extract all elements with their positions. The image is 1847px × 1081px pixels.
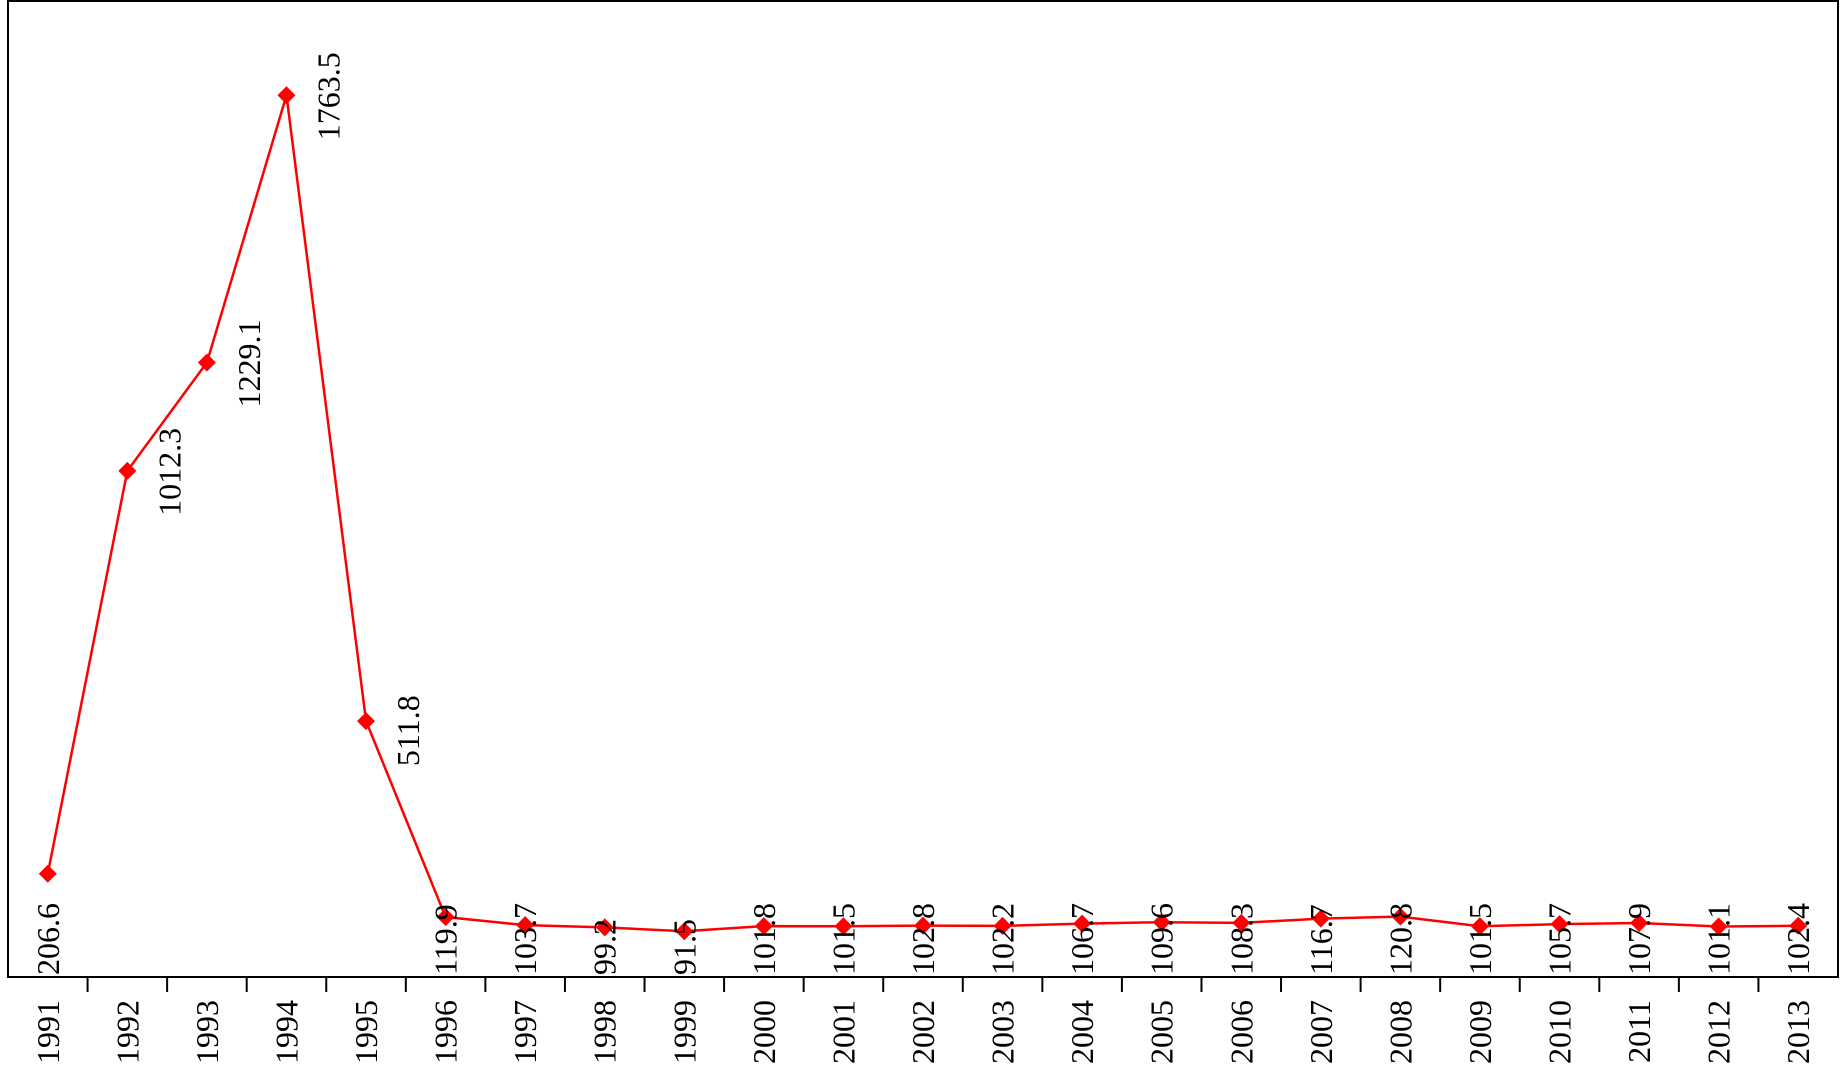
data-labels: 206.6 1012.3 1229.1 1763.5 511.8 119.9 103.7 99… — [30, 52, 1816, 975]
x-tick-label-2011: 2011 — [1621, 1000, 1657, 1063]
data-point-2013 — [1789, 916, 1808, 935]
data-label-2004: 106.7 — [1064, 903, 1100, 975]
data-series — [38, 86, 1808, 941]
data-point-1995 — [357, 712, 376, 731]
data-label-2000: 101.8 — [746, 903, 782, 975]
x-tick-label-1996: 1996 — [428, 1000, 464, 1064]
data-point-2001 — [834, 917, 853, 936]
data-label-2003: 102.2 — [985, 903, 1021, 975]
data-point-2011 — [1630, 914, 1649, 933]
data-label-1992: 1012.3 — [151, 428, 187, 516]
x-tick-label-2005: 2005 — [1144, 1000, 1180, 1064]
x-tick-label-1998: 1998 — [587, 1000, 623, 1064]
data-label-2006: 108.3 — [1223, 903, 1259, 975]
data-point-2007 — [1311, 909, 1330, 928]
x-tick-label-2009: 2009 — [1462, 1000, 1498, 1064]
data-point-1991 — [38, 864, 57, 883]
data-point-1994 — [277, 86, 296, 105]
data-label-1997: 103.7 — [507, 903, 543, 975]
data-point-1996 — [436, 908, 455, 927]
data-label-2008: 120.8 — [1382, 903, 1418, 975]
data-point-2006 — [1232, 913, 1251, 932]
data-label-1995: 511.8 — [390, 695, 426, 766]
x-tick-label-1992: 1992 — [109, 1000, 145, 1064]
data-label-2010: 105.7 — [1542, 903, 1578, 975]
data-point-1999 — [675, 922, 694, 941]
data-label-1993: 1229.1 — [231, 319, 267, 407]
x-tick-label-2002: 2002 — [905, 1000, 941, 1064]
data-point-2009 — [1470, 917, 1489, 936]
data-point-1997 — [516, 916, 535, 935]
data-point-1992 — [118, 461, 137, 480]
data-label-1998: 99.2 — [587, 919, 623, 975]
data-point-2010 — [1550, 915, 1569, 934]
x-tick-labels: 1991 1992 1993 1994 1995 1996 1997 1998 1999 2000… — [30, 1000, 1816, 1064]
x-tick-label-1995: 1995 — [348, 1000, 384, 1064]
data-label-1996: 119.9 — [428, 904, 464, 975]
x-tick-label-1997: 1997 — [507, 1000, 543, 1064]
series-line — [46, 94, 1799, 933]
x-tick-label-2003: 2003 — [985, 1000, 1021, 1064]
data-label-2001: 101.5 — [825, 903, 861, 975]
data-point-2002 — [914, 916, 932, 935]
x-tick-label-1994: 1994 — [268, 1000, 304, 1064]
data-point-1993 — [197, 353, 216, 372]
data-label-2005: 109.6 — [1144, 903, 1180, 975]
x-tick-label-1991: 1991 — [30, 1000, 66, 1064]
x-tick-label-2008: 2008 — [1382, 1000, 1418, 1064]
x-tick-label-2007: 2007 — [1303, 1000, 1339, 1064]
x-tick-label-2013: 2013 — [1780, 1000, 1816, 1064]
data-point-2003 — [993, 916, 1012, 935]
plot-frame — [7, 0, 1839, 978]
x-tick-label-2010: 2010 — [1542, 1000, 1578, 1064]
data-label-2012: 101.1 — [1701, 903, 1737, 975]
data-label-1999: 91.5 — [666, 919, 702, 975]
data-point-1998 — [595, 918, 614, 937]
data-label-2002: 102.8 — [905, 903, 941, 975]
data-label-2007: 116.7 — [1303, 904, 1339, 975]
data-label-2011: 107.9 — [1621, 903, 1657, 975]
data-point-2004 — [1073, 914, 1092, 933]
data-point-2008 — [1391, 907, 1410, 926]
x-tick-label-2004: 2004 — [1064, 1000, 1100, 1064]
data-label-2009: 101.5 — [1462, 903, 1498, 975]
data-label-2013: 102.4 — [1780, 903, 1816, 975]
x-tick-label-2006: 2006 — [1223, 1000, 1259, 1064]
data-point-2005 — [1152, 913, 1171, 932]
x-ticks — [86, 977, 1760, 992]
x-tick-label-2001: 2001 — [825, 1000, 861, 1064]
x-tick-label-1993: 1993 — [189, 1000, 225, 1064]
x-tick-label-2000: 2000 — [746, 1000, 782, 1064]
x-tick-label-2012: 2012 — [1701, 1000, 1737, 1064]
x-tick-label-1999: 1999 — [666, 1000, 702, 1064]
data-point-2000 — [754, 917, 773, 936]
data-label-1991: 206.6 — [30, 903, 66, 975]
data-point-2012 — [1709, 917, 1728, 936]
data-label-1994: 1763.5 — [310, 52, 346, 140]
